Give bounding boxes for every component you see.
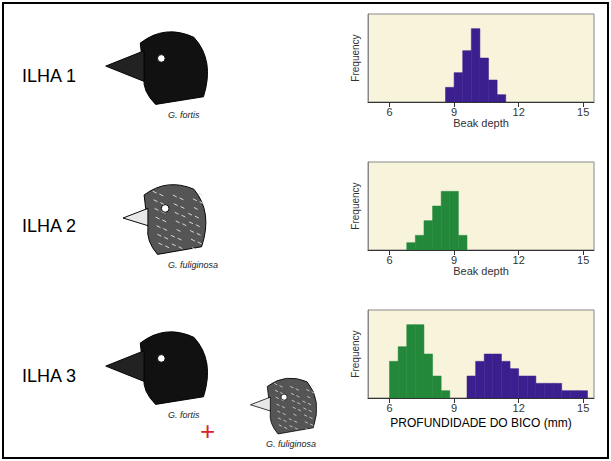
svg-text:12: 12 xyxy=(513,106,525,118)
svg-text:Frequency: Frequency xyxy=(350,182,361,229)
svg-text:Beak depth: Beak depth xyxy=(453,117,509,129)
svg-text:12: 12 xyxy=(513,254,525,266)
svg-text:9: 9 xyxy=(451,254,457,266)
html-text:ILHA 2: ILHA 2 xyxy=(22,216,76,236)
svg-text:15: 15 xyxy=(577,254,589,266)
html-text:G. fuliginosa: G. fuliginosa xyxy=(168,260,218,270)
svg-text:6: 6 xyxy=(386,106,392,118)
html-text:ILHA 3: ILHA 3 xyxy=(22,366,76,386)
svg-text:15: 15 xyxy=(577,402,589,414)
svg-text:9: 9 xyxy=(451,106,457,118)
svg-text:6: 6 xyxy=(386,254,392,266)
html-text:G. fortis: G. fortis xyxy=(168,110,200,120)
svg-text:Frequency: Frequency xyxy=(350,330,361,377)
svg-text:9: 9 xyxy=(451,402,457,414)
svg-text:PROFUNDIDADE DO BICO (mm): PROFUNDIDADE DO BICO (mm) xyxy=(390,416,571,430)
html-text:G. fortis: G. fortis xyxy=(168,410,200,420)
html-text:ILHA 1: ILHA 1 xyxy=(22,66,76,86)
svg-text:Beak depth: Beak depth xyxy=(453,265,509,277)
html-text:G. fuliginosa: G. fuliginosa xyxy=(266,439,316,449)
svg-text:12: 12 xyxy=(513,402,525,414)
svg-text:Frequency: Frequency xyxy=(350,34,361,81)
svg-text:6: 6 xyxy=(386,402,392,414)
svg-text:15: 15 xyxy=(577,106,589,118)
